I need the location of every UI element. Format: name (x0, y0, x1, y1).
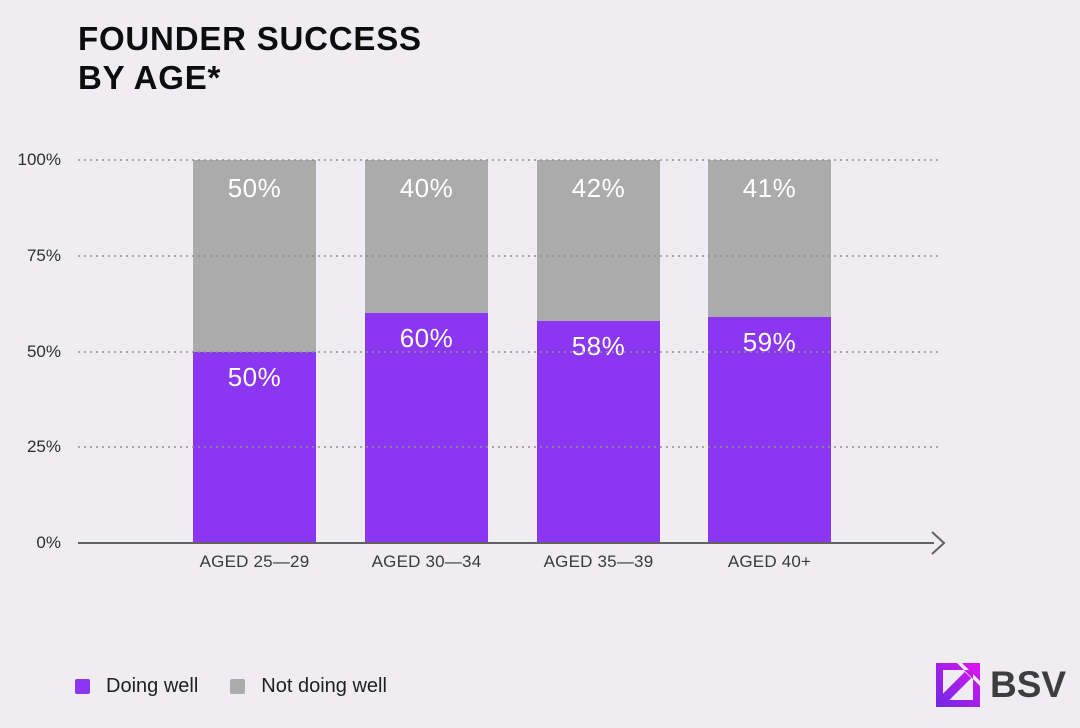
segment-label: 60% (399, 323, 454, 354)
legend: Doing well Not doing well (75, 675, 387, 698)
legend-item-not-doing-well: Not doing well (230, 675, 387, 698)
segment-not-doing-well: 41% (708, 160, 831, 318)
gridline-75 (78, 254, 940, 257)
legend-swatch-icon (230, 679, 246, 694)
legend-swatch-icon (75, 679, 90, 694)
x-tick-label-aged-25-29: AGED 25—29 (199, 552, 310, 571)
x-tick-label-aged-35-39: AGED 35—39 (543, 552, 654, 571)
logo-text: BSV (990, 664, 1067, 705)
segment-label: 59% (742, 327, 797, 358)
x-tick-label-aged-30-34: AGED 30—34 (371, 552, 482, 571)
x-axis-line (78, 542, 934, 544)
chart-title: FOUNDER SUCCESS BY AGE* (78, 20, 422, 98)
segment-label: 50% (227, 361, 282, 392)
segment-label: 42% (571, 173, 626, 203)
growth-arrow-icon (936, 663, 980, 707)
gridline-25 (78, 446, 940, 449)
legend-label: Not doing well (261, 675, 387, 697)
segment-label: 40% (399, 173, 454, 203)
chart-title-line1: FOUNDER SUCCESS (78, 20, 422, 57)
x-tick-label-aged-40: AGED 40+ (727, 552, 812, 571)
x-axis-arrow-icon (931, 531, 946, 555)
segment-label: 41% (742, 173, 797, 203)
gridline-50 (78, 350, 940, 353)
segment-not-doing-well: 42% (537, 160, 660, 321)
y-tick-label-0: 0% (36, 533, 61, 552)
segment-doing-well: 58% (537, 320, 660, 543)
segment-label: 50% (227, 173, 282, 203)
segment-label: 58% (571, 330, 626, 361)
y-tick-label-75: 75% (26, 245, 61, 265)
segment-doing-well: 60% (365, 313, 488, 543)
bsv-logo: BSV (936, 663, 1066, 707)
chart-title-line2: BY AGE* (78, 58, 222, 96)
bar-aged-35-39: 42% 58% (537, 160, 660, 543)
y-tick-label-100: 100% (17, 150, 61, 169)
legend-item-doing-well: Doing well (75, 675, 198, 698)
gridline-100 (78, 159, 940, 161)
segment-not-doing-well: 40% (365, 160, 488, 314)
y-tick-label-25: 25% (26, 437, 61, 457)
legend-label: Doing well (106, 675, 199, 697)
y-tick-label-50: 50% (26, 341, 61, 361)
plot-area: 100% 75% 50% 25% 0% 50% 50% AGED 25—29 40% 60% AGE… (18, 150, 946, 571)
